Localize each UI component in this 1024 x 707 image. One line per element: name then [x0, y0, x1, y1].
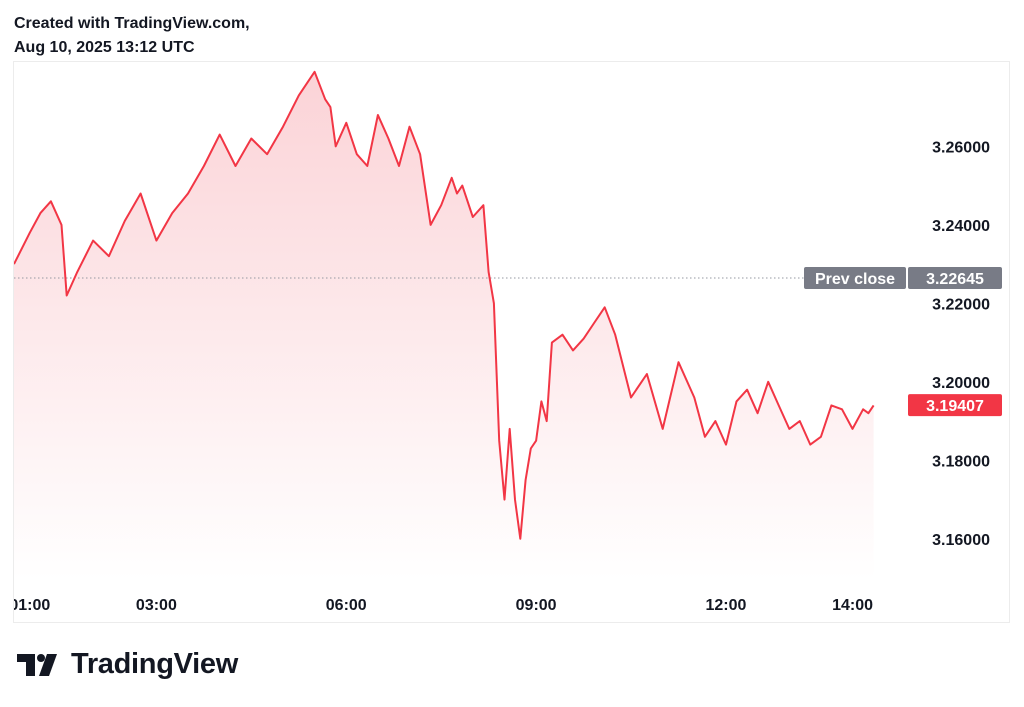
x-tick-label: 06:00	[326, 597, 367, 614]
y-tick-label: 3.20000	[932, 375, 990, 392]
x-tick-label: 14:00	[832, 597, 873, 614]
y-tick-label: 3.16000	[932, 532, 990, 549]
created-with-text: Created with TradingView.com,	[14, 15, 250, 32]
chart-header: Created with TradingView.com, Aug 10, 20…	[14, 12, 250, 60]
timestamp-text: Aug 10, 2025 13:12 UTC	[14, 39, 195, 56]
y-tick-label: 3.24000	[932, 218, 990, 235]
prev-close-value-bg	[908, 267, 1002, 290]
series-area-fill	[14, 71, 874, 581]
y-tick-label: 3.18000	[932, 453, 990, 470]
series-line	[14, 70, 875, 540]
tradingview-logo-icon	[17, 653, 57, 676]
y-tick-label: 3.22000	[932, 296, 990, 313]
x-tick-label: 12:00	[706, 597, 747, 614]
x-tick-label: 03:00	[136, 597, 177, 614]
price-chart[interactable]: 3.26000 3.24000 3.22000 3.20000 3.18000 3.160…	[14, 62, 1011, 624]
x-tick-label: 09:00	[516, 597, 557, 614]
chart-frame: 3.26000 3.24000 3.22000 3.20000 3.18000 3.160…	[13, 61, 1010, 623]
x-tick-label: 01:00	[14, 597, 50, 614]
prev-close-label-bg	[804, 267, 906, 290]
last-price-value: 3.19407	[926, 398, 984, 415]
footer-branding: TradingView	[17, 648, 238, 681]
y-tick-label: 3.26000	[932, 139, 990, 156]
brand-name: TradingView	[71, 648, 238, 680]
prev-close-label: Prev close	[815, 271, 895, 288]
prev-close-value: 3.22645	[926, 271, 984, 288]
last-price-bg	[908, 394, 1002, 417]
